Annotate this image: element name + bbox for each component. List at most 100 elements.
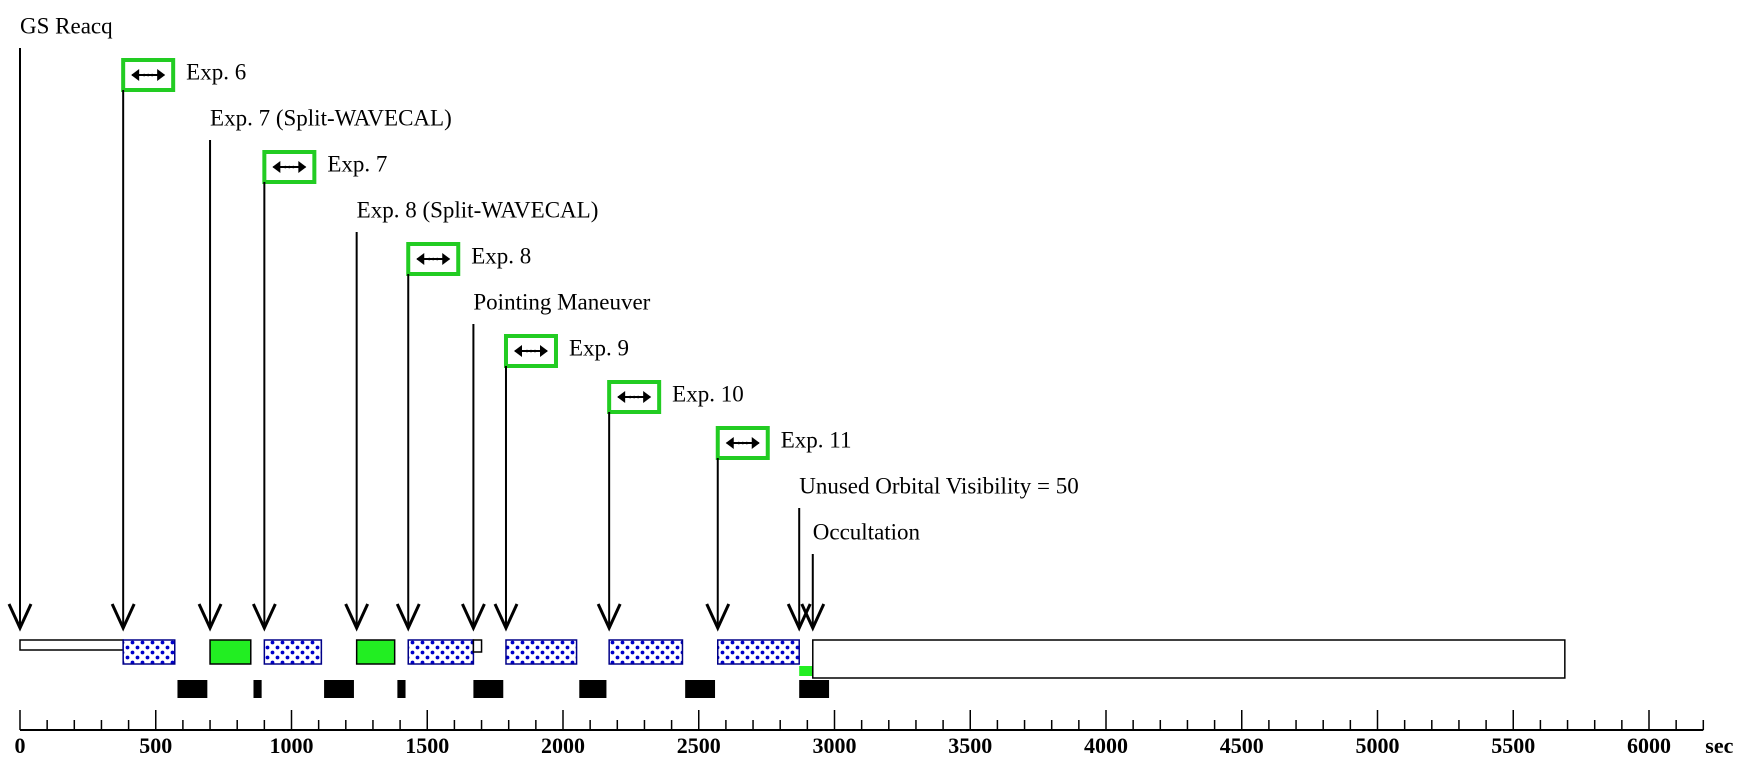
tick-label: 1500 [405, 733, 449, 758]
exposure-icon-left-arrow [272, 161, 281, 173]
tick-label: 2500 [677, 733, 721, 758]
wavecal-segment [355, 639, 396, 665]
event-label: Occultation [813, 519, 921, 544]
event-marker: Exp. 8 (Split-WAVECAL) [344, 197, 599, 632]
exposure-icon-dot [284, 165, 287, 169]
tick-label: 4000 [1084, 733, 1128, 758]
exposure-icon-dot [146, 73, 150, 77]
exposure-icon-right-arrow [751, 437, 760, 449]
exposure-icon-dot [737, 441, 741, 445]
exposure-icon-left-arrow [617, 391, 626, 403]
event-label: Unused Orbital Visibility = 50 [799, 473, 1079, 498]
science-segment [263, 639, 323, 665]
exposure-icon-right-arrow [539, 345, 548, 357]
event-label: Exp. 9 [569, 335, 629, 360]
event-marker: Exp. 7 (Split-WAVECAL) [197, 105, 452, 632]
exposure-icon-dot [741, 441, 745, 445]
event-arrowhead [197, 603, 223, 632]
exposure-icon-left-arrow [725, 437, 734, 449]
tick-label: 0 [15, 733, 26, 758]
event-marker: Exp. 9 [493, 334, 629, 632]
tick-label: 3000 [813, 733, 857, 758]
maneuver-segment [472, 639, 483, 653]
science-segment [122, 639, 176, 665]
exposure-icon-right-arrow [643, 391, 652, 403]
guide-star-segment [19, 639, 124, 651]
event-marker: Exp. 6 [110, 58, 246, 632]
exposure-icon-right-arrow [298, 161, 307, 173]
exposure-icon-left-arrow [131, 69, 140, 81]
exposure-icon-dot [533, 349, 537, 353]
exposure-icon-dot [745, 441, 749, 445]
exposure-icon-right-arrow [157, 69, 166, 81]
science-segment [717, 639, 800, 665]
event-arrowhead [251, 603, 277, 632]
event-arrowhead [705, 603, 731, 632]
tick-label: 2000 [541, 733, 585, 758]
event-arrowhead [800, 603, 826, 632]
exposure-icon-left-arrow [416, 253, 425, 265]
tick-label: 6000 [1627, 733, 1671, 758]
exposure-icon-right-arrow [442, 253, 451, 265]
event-arrowhead [344, 603, 370, 632]
event-marker: Pointing Maneuver [461, 289, 651, 632]
event-arrowhead [7, 603, 33, 632]
exposure-icon-dot [142, 73, 146, 77]
time-axis: 0 500 1000 1500 2000 2500 3000 3500 4000 4500 5000… [15, 710, 1734, 758]
wavecal-segment [209, 639, 252, 665]
axis-unit-label: sec [1705, 733, 1733, 758]
event-label: Pointing Maneuver [473, 289, 650, 314]
exposure-icon-dot [435, 257, 439, 261]
event-marker: Occultation [800, 519, 921, 632]
tick-label: 5000 [1356, 733, 1400, 758]
exposure-icon-dot [288, 165, 291, 169]
event-label: Exp. 6 [186, 59, 246, 84]
overhead-block [177, 680, 208, 698]
tick-label: 500 [139, 733, 172, 758]
event-marker: Exp. 8 [395, 242, 531, 632]
exposure-icon-dot [427, 257, 431, 261]
overhead-block [324, 680, 354, 698]
exposure-icon-dot [632, 395, 636, 399]
tick-label: 1000 [270, 733, 314, 758]
occultation-segment [812, 639, 1566, 679]
event-arrowhead [461, 603, 486, 632]
science-segment [505, 639, 578, 665]
event-label: Exp. 8 [471, 243, 531, 268]
exposure-icon-dot [292, 165, 295, 169]
event-arrowhead [493, 603, 519, 632]
event-label: Exp. 10 [672, 381, 744, 406]
overhead-block [799, 680, 830, 698]
event-label: Exp. 7 (Split-WAVECAL) [210, 105, 452, 130]
exposure-icon-dot [431, 257, 435, 261]
overhead-block [579, 680, 607, 698]
event-label: Exp. 8 (Split-WAVECAL) [357, 197, 599, 222]
unused-segment [799, 666, 813, 676]
event-marker: Exp. 7 [251, 150, 387, 632]
tick-label: 3500 [948, 733, 992, 758]
event-label: Exp. 7 [327, 151, 387, 176]
overhead-block [473, 680, 504, 698]
event-marker: GS Reacq [7, 13, 113, 632]
event-arrowhead [110, 603, 136, 632]
event-markers: GS Reacq Exp. 6 Exp. 7 (Split-WAVECAL) Exp.… [7, 13, 1079, 632]
overhead-block [685, 680, 716, 698]
tick-label: 5500 [1491, 733, 1535, 758]
exposure-icon-dot [529, 349, 533, 353]
science-segment [608, 639, 684, 665]
exposure-icon-dot [150, 73, 154, 77]
timeline-segments [19, 639, 1566, 679]
science-segment [407, 639, 475, 665]
overhead-block [253, 680, 262, 698]
event-arrowhead [395, 603, 421, 632]
event-marker: Exp. 11 [705, 426, 852, 632]
exposure-icon-dot [525, 349, 529, 353]
event-label: GS Reacq [20, 13, 113, 38]
overhead-blocks [177, 680, 830, 698]
overhead-block [397, 680, 406, 698]
tick-label: 4500 [1220, 733, 1264, 758]
exposure-icon-left-arrow [513, 345, 522, 357]
event-marker: Exp. 10 [596, 380, 744, 632]
event-label: Exp. 11 [781, 427, 852, 452]
